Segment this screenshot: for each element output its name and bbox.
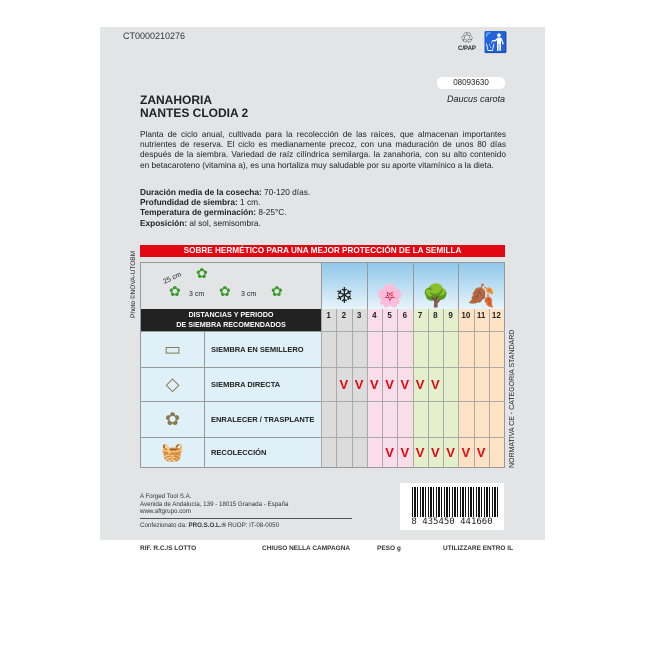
product-code: CT0000210276 bbox=[123, 31, 186, 41]
packer-info: Confezionato da: PRO.S.O.L.® RUOP: IT-08… bbox=[140, 522, 280, 529]
month-number: 3 bbox=[356, 311, 362, 320]
footer-use-by: UTILIZZARE ENTRO IL bbox=[443, 545, 514, 552]
reference-number: 08093630 bbox=[437, 77, 505, 89]
month-number: 10 bbox=[461, 311, 471, 320]
month-column bbox=[397, 309, 413, 467]
month-number: 9 bbox=[448, 311, 453, 320]
month-column bbox=[427, 309, 443, 467]
check-mark: V bbox=[385, 377, 394, 392]
calendar-header: DISTANCIAS Y PERIODO DE SIEMBRA RECOMENDA… bbox=[141, 309, 321, 331]
footer-lot: RIF. R.C./S LOTTO bbox=[140, 545, 197, 552]
check-mark: V bbox=[415, 377, 425, 392]
season-image: 🍂 bbox=[458, 263, 504, 309]
latin-name: Daucus carota bbox=[446, 94, 505, 104]
plant-icon: ✿ bbox=[271, 283, 283, 299]
recycling-icon: ♲ C/PAP 81 bbox=[458, 30, 476, 52]
month-column bbox=[458, 309, 474, 467]
divider bbox=[140, 518, 352, 519]
month-number: 8 bbox=[433, 311, 438, 320]
banner: SOBRE HERMÉTICO PARA UNA MEJOR PROTECCIÓ… bbox=[140, 245, 505, 257]
season-image: 🌸 bbox=[366, 263, 413, 309]
month-column bbox=[366, 309, 382, 467]
month-number: 4 bbox=[372, 311, 377, 320]
plant-icon: ✿ bbox=[219, 283, 231, 299]
row-illustration-icon: ✿ bbox=[141, 402, 205, 437]
row-label: SIEMBRA DIRECTA bbox=[211, 380, 281, 389]
plant-icon: ✿ bbox=[169, 283, 181, 299]
fact-item: Exposición: al sol, semisombra. bbox=[140, 217, 261, 228]
check-mark: V bbox=[476, 445, 486, 460]
calendar-row: ◇ SIEMBRA DIRECTA bbox=[141, 367, 321, 401]
month-number: 7 bbox=[417, 311, 423, 320]
check-mark: V bbox=[370, 377, 379, 392]
month-column bbox=[473, 309, 489, 467]
month-column bbox=[351, 309, 367, 467]
check-mark: V bbox=[431, 377, 440, 392]
month-column bbox=[443, 309, 459, 467]
description: Planta de ciclo anual, cultivada para la… bbox=[140, 129, 506, 170]
month-column bbox=[382, 309, 398, 467]
month-column bbox=[336, 309, 352, 467]
footer-closed: CHIUSO NELLA CAMPAGNA bbox=[262, 545, 351, 552]
company-address: A Forged Tool S.A. Avenida de Andalucía, … bbox=[140, 493, 289, 515]
barcode: 8 435450 441660 bbox=[400, 483, 504, 530]
month-column bbox=[488, 309, 504, 467]
month-number: 1 bbox=[326, 311, 331, 320]
photo-credit: Photo ©NOVA-UTOBM bbox=[130, 250, 137, 318]
month-column bbox=[412, 309, 428, 467]
calendar-row: 🧺 RECOLECCIÓN bbox=[141, 437, 321, 467]
sowing-calendar: 25 cm 3 cm 3 cm ✿ ✿ ✿ ✿ DISTANCIAS Y PER… bbox=[140, 262, 505, 468]
fact-item: Duración media de la cosecha: 70-120 día… bbox=[140, 187, 311, 197]
plant-icon: ✿ bbox=[196, 265, 208, 281]
fact-item: Profundidad de siembra: 1 cm. bbox=[140, 197, 261, 208]
footer-weight: PESO g bbox=[377, 545, 401, 552]
check-mark: V bbox=[461, 445, 471, 460]
litter-bin-icon: 🚮 bbox=[483, 32, 508, 54]
row-illustration-icon: ◇ bbox=[141, 368, 205, 401]
row-illustration-icon: ▭ bbox=[141, 332, 205, 367]
product-title: ZANAHORIA NANTES CLODIA 2 bbox=[140, 93, 249, 120]
month-number: 11 bbox=[476, 311, 486, 320]
check-mark: V bbox=[400, 377, 410, 392]
month-number: 2 bbox=[341, 311, 347, 320]
month-number: 6 bbox=[402, 311, 408, 320]
check-mark: V bbox=[431, 445, 440, 460]
row-label: SIEMBRA EN SEMILLERO bbox=[211, 345, 304, 354]
calendar-row: ▭ SIEMBRA EN SEMILLERO bbox=[141, 331, 321, 367]
check-mark: V bbox=[385, 445, 394, 460]
facts-list: Duración media de la cosecha: 70-120 día… bbox=[140, 187, 310, 228]
row-illustration-icon: 🧺 bbox=[141, 438, 205, 467]
check-mark: V bbox=[354, 377, 364, 392]
month-number: 12 bbox=[491, 311, 501, 320]
row-label: RECOLECCIÓN bbox=[211, 448, 267, 457]
check-mark: V bbox=[415, 445, 425, 460]
check-mark: V bbox=[339, 377, 349, 392]
check-mark: V bbox=[446, 445, 455, 460]
season-image: ❄ bbox=[321, 263, 367, 309]
spacing-diagram: 25 cm 3 cm 3 cm ✿ ✿ ✿ ✿ bbox=[162, 265, 283, 299]
month-column bbox=[321, 309, 337, 467]
check-mark: V bbox=[400, 445, 410, 460]
calendar-row: ✿ ENRALECER / TRASPLANTE bbox=[141, 401, 321, 437]
row-label: ENRALECER / TRASPLANTE bbox=[211, 415, 315, 424]
season-image: 🌳 bbox=[412, 263, 459, 309]
month-number: 5 bbox=[387, 311, 392, 320]
fact-item: Temperatura de germinación: 8-25°C. bbox=[140, 207, 287, 218]
side-note: NORMATIVA CE - CATEGORIA STANDARD bbox=[509, 329, 516, 468]
